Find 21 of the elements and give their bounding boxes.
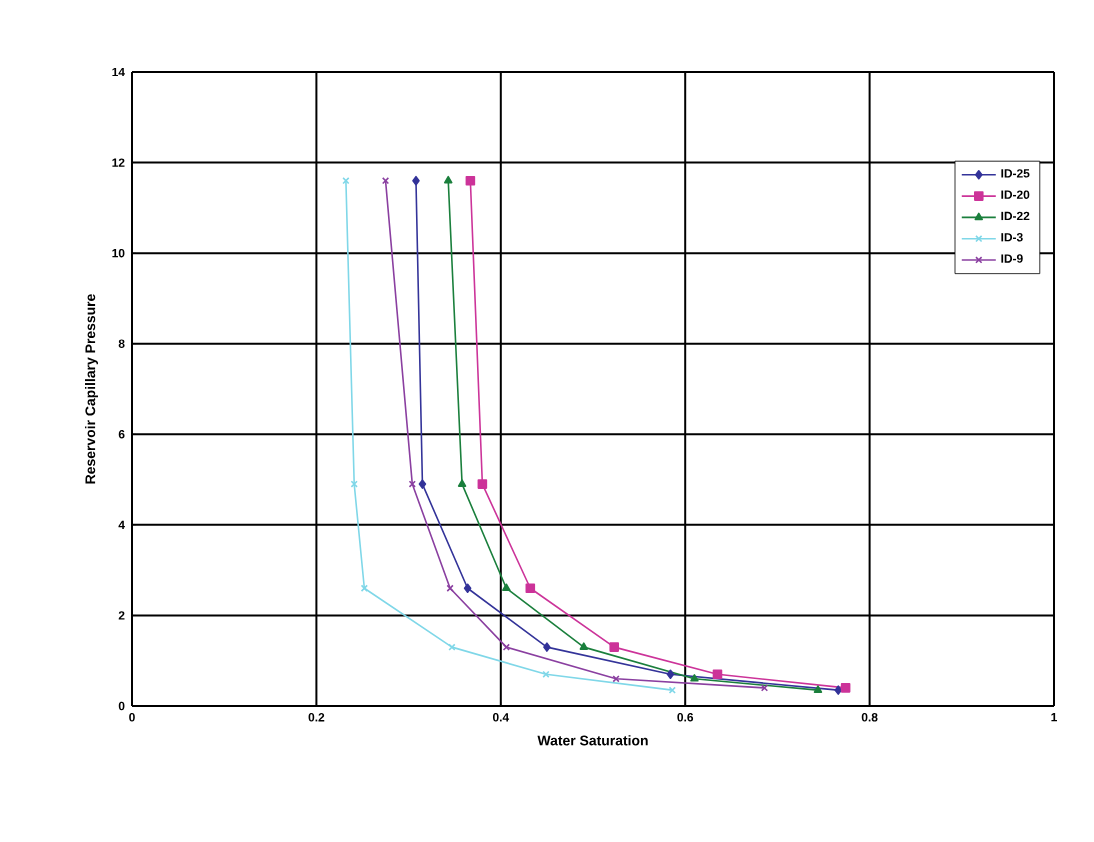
point (612, 675, 620, 683)
point (690, 674, 699, 682)
point (477, 479, 488, 489)
point (666, 669, 675, 680)
point (448, 643, 456, 651)
point (543, 642, 551, 652)
point (463, 583, 472, 594)
point (465, 175, 476, 186)
point (444, 175, 453, 184)
point (412, 175, 420, 186)
point (813, 685, 823, 693)
point (360, 584, 368, 592)
point (418, 479, 427, 489)
point (609, 642, 619, 652)
point (350, 480, 358, 488)
point (457, 479, 467, 487)
point (712, 669, 723, 680)
point (579, 642, 589, 650)
point (525, 583, 536, 594)
point (502, 583, 511, 592)
point (840, 683, 851, 693)
